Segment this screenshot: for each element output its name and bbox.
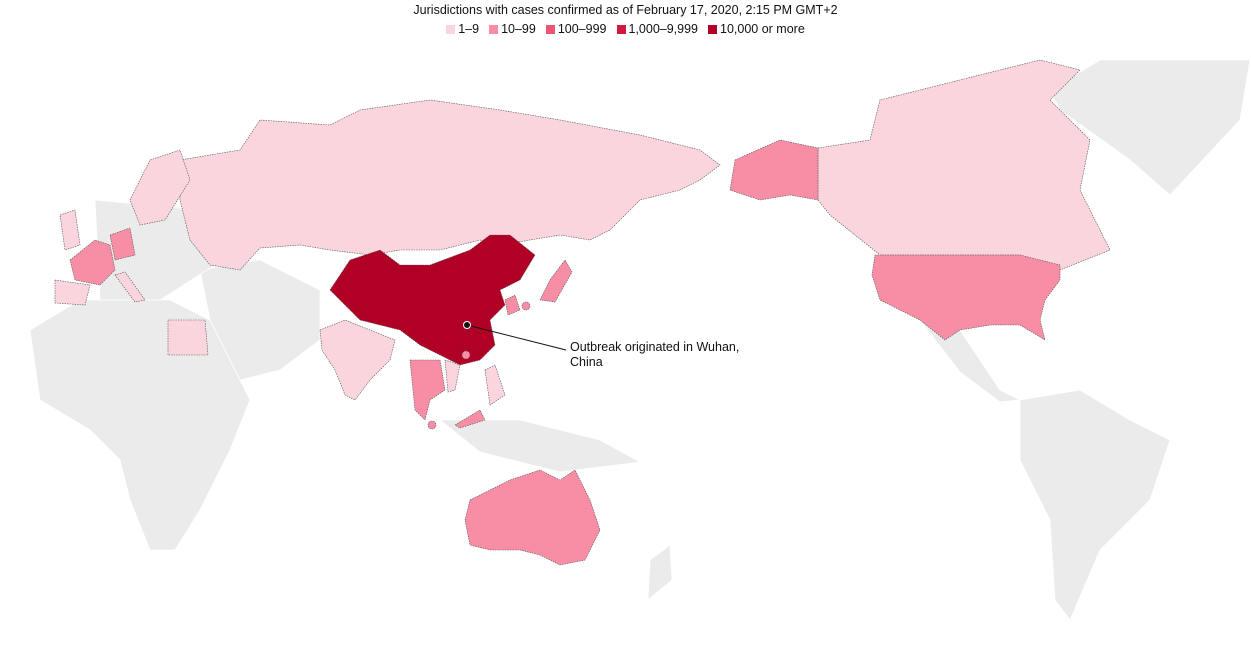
legend: 1–9 10–99 100–999 1,000–9,999 10,000 or more <box>0 22 1251 36</box>
country <box>179 99 721 271</box>
legend-swatch <box>708 24 718 34</box>
country <box>504 294 521 316</box>
legend-item: 10,000 or more <box>708 22 805 36</box>
country <box>817 59 1111 271</box>
country <box>69 239 116 286</box>
country <box>521 301 531 311</box>
legend-swatch <box>446 24 456 34</box>
countries <box>54 59 1111 566</box>
legend-label: 1,000–9,999 <box>628 22 699 36</box>
legend-label: 10,000 or more <box>720 22 805 36</box>
legend-label: 10–99 <box>501 22 536 36</box>
legend-swatch <box>545 24 555 34</box>
country <box>329 234 536 366</box>
country <box>729 139 819 201</box>
country <box>484 364 506 406</box>
country <box>454 409 486 429</box>
legend-item: 10–99 <box>489 22 536 36</box>
country <box>54 279 91 306</box>
title: Jurisdictions with cases confirmed as of… <box>413 3 838 17</box>
country <box>464 469 601 566</box>
land-area <box>438 419 642 473</box>
legend-label: 100–999 <box>557 22 607 36</box>
land <box>29 59 1251 621</box>
land-area <box>1019 389 1171 621</box>
wuhan-dot <box>463 321 471 329</box>
country <box>409 359 446 421</box>
country <box>539 259 573 303</box>
country <box>167 319 209 356</box>
legend-item: 1,000–9,999 <box>616 22 699 36</box>
country <box>129 149 191 226</box>
country <box>114 271 146 303</box>
land-area <box>29 299 251 551</box>
annotation: Outbreak originated in Wuhan, China <box>570 340 740 369</box>
legend-item: 1–9 <box>446 22 479 36</box>
country <box>109 227 136 261</box>
country <box>427 420 437 430</box>
country <box>461 350 471 360</box>
legend-item: 100–999 <box>545 22 607 36</box>
land-area <box>199 259 321 381</box>
land-area <box>1049 59 1251 196</box>
legend-swatch <box>616 24 626 34</box>
land-area <box>647 544 673 601</box>
country <box>319 319 396 401</box>
country <box>871 254 1061 341</box>
legend-label: 1–9 <box>458 22 480 36</box>
country <box>444 359 461 393</box>
leader-line <box>466 324 567 351</box>
legend-swatch <box>489 24 499 34</box>
country <box>59 209 81 251</box>
